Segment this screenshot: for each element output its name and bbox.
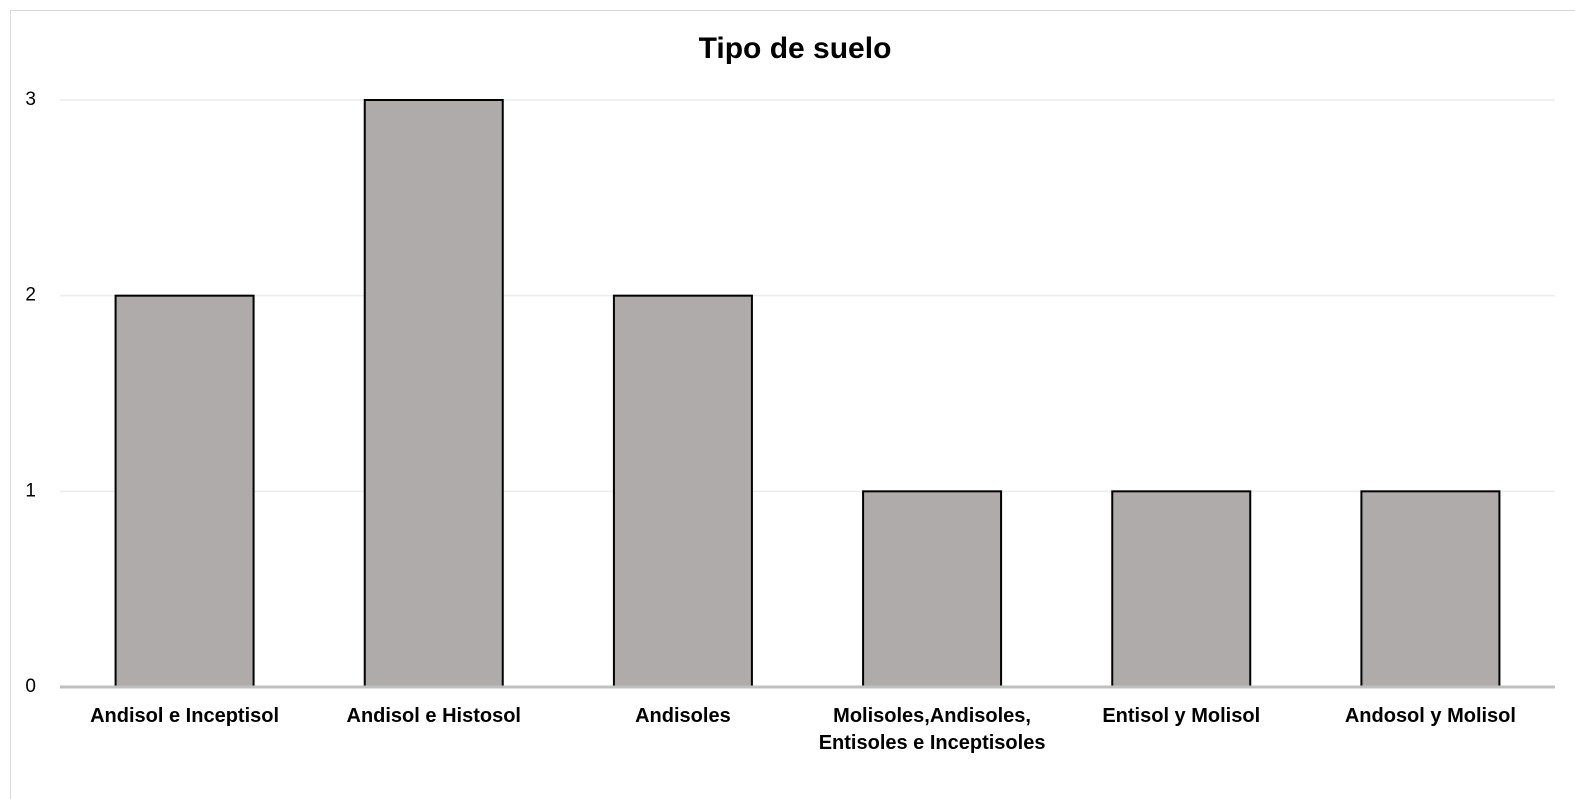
bar	[1360, 490, 1501, 689]
chart-title: Tipo de suelo	[699, 32, 892, 65]
bar	[862, 490, 1003, 689]
y-tick-label: 0	[25, 676, 36, 697]
y-tick-label: 1	[25, 480, 36, 501]
x-tick-label: Molisoles,Andisoles, Entisoles e Incepti…	[818, 705, 1046, 754]
x-tick-label: Andisol e Histosol	[346, 705, 521, 727]
chart-border	[10, 10, 1575, 799]
x-tick-label: Andisoles	[635, 705, 731, 727]
y-tick-label: 3	[25, 89, 36, 110]
bar	[1111, 490, 1252, 689]
x-tick-label: Entisol y Molisol	[1102, 705, 1261, 727]
bar	[612, 294, 753, 688]
x-tick-label: Andisol e Inceptisol	[90, 705, 280, 727]
bar	[114, 294, 255, 688]
y-tick-label: 2	[25, 285, 36, 306]
bar	[363, 99, 504, 688]
x-tick-label: Andosol y Molisol	[1344, 705, 1516, 727]
